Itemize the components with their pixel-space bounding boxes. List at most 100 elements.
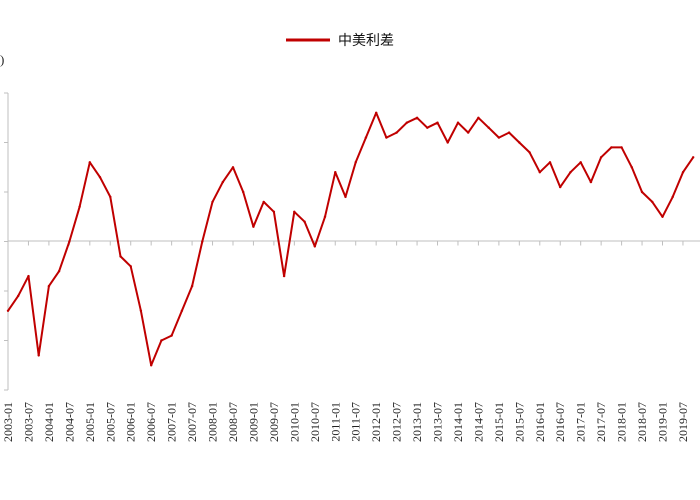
x-tick-label: 2017-01 bbox=[574, 402, 588, 442]
x-tick-label: 2014-01 bbox=[451, 402, 465, 442]
series-point bbox=[681, 171, 685, 174]
x-tick-label: 2010-01 bbox=[287, 402, 301, 442]
series-point bbox=[160, 339, 163, 342]
series-point bbox=[497, 136, 501, 139]
y-axis-label-fragment: ) bbox=[0, 52, 4, 67]
series-points bbox=[6, 111, 695, 367]
series-point bbox=[231, 166, 235, 169]
series-point bbox=[415, 116, 419, 120]
series-point bbox=[313, 245, 316, 248]
series-point bbox=[262, 200, 265, 204]
series-point bbox=[98, 176, 102, 179]
series-point bbox=[640, 190, 644, 194]
x-tick-label: 2012-01 bbox=[369, 402, 383, 442]
series-point bbox=[426, 126, 429, 129]
x-tick-label: 2013-07 bbox=[431, 402, 445, 442]
x-tick-label: 2014-07 bbox=[471, 402, 485, 442]
series-point bbox=[528, 151, 531, 154]
series-point bbox=[47, 284, 51, 288]
x-tick-label: 2010-07 bbox=[308, 402, 322, 442]
x-tick-label: 2011-07 bbox=[349, 402, 363, 442]
series-point bbox=[651, 200, 654, 204]
x-tick-label: 2008-07 bbox=[226, 402, 240, 442]
x-tick-label: 2019-07 bbox=[676, 402, 690, 442]
x-tick-label: 2017-07 bbox=[594, 402, 608, 442]
x-tick-label: 2018-07 bbox=[635, 402, 649, 442]
series-point bbox=[354, 161, 357, 164]
x-tick-label: 2012-07 bbox=[390, 402, 404, 442]
series-point bbox=[661, 215, 664, 218]
series-point bbox=[293, 210, 296, 213]
x-tick-label: 2003-01 bbox=[1, 402, 15, 442]
x-axis-ticks bbox=[7, 241, 684, 246]
series-point bbox=[27, 274, 30, 278]
series-point bbox=[630, 166, 633, 169]
series-point bbox=[518, 141, 521, 144]
series-point bbox=[221, 180, 224, 184]
series-point bbox=[487, 126, 490, 129]
series-point bbox=[405, 121, 408, 124]
series-point bbox=[170, 334, 173, 337]
series-point bbox=[190, 284, 194, 288]
series-point bbox=[599, 156, 603, 159]
series-point bbox=[456, 121, 460, 124]
series-point bbox=[507, 131, 511, 134]
series-point bbox=[129, 265, 132, 268]
series-point bbox=[538, 171, 541, 174]
series-point bbox=[692, 156, 695, 159]
series-point bbox=[119, 255, 122, 258]
series-point bbox=[548, 161, 552, 164]
x-tick-label: 2015-07 bbox=[512, 402, 526, 442]
x-tick-label: 2016-07 bbox=[553, 402, 567, 442]
series-point bbox=[150, 364, 153, 367]
series-point bbox=[303, 220, 306, 223]
x-tick-label: 2005-07 bbox=[103, 402, 117, 442]
series-point bbox=[436, 121, 439, 124]
x-tick-label: 2018-01 bbox=[615, 402, 629, 442]
x-tick-label: 2007-07 bbox=[185, 402, 199, 442]
series-point bbox=[395, 131, 398, 134]
series-point bbox=[344, 195, 347, 199]
series-point bbox=[364, 136, 368, 139]
x-tick-label: 2007-01 bbox=[165, 402, 179, 442]
series-point bbox=[211, 200, 214, 204]
series-point bbox=[620, 146, 623, 149]
series-point bbox=[88, 161, 92, 164]
x-tick-label: 2003-07 bbox=[21, 402, 35, 442]
x-tick-label: 2004-01 bbox=[42, 402, 56, 442]
x-tick-label: 2005-01 bbox=[83, 402, 97, 442]
series-point bbox=[282, 274, 286, 278]
series-point bbox=[57, 270, 61, 273]
x-tick-label: 2006-01 bbox=[124, 402, 138, 442]
series-point bbox=[68, 240, 71, 243]
y-axis-ticks bbox=[4, 92, 8, 391]
series-point bbox=[579, 161, 582, 164]
series-line-zhongmei-lica bbox=[7, 111, 695, 367]
series-point bbox=[334, 171, 337, 174]
series-point bbox=[375, 111, 378, 115]
series-point bbox=[109, 195, 112, 199]
series-point bbox=[559, 185, 562, 189]
series-point bbox=[323, 215, 327, 218]
series-point bbox=[17, 294, 20, 298]
series-point bbox=[610, 146, 613, 149]
series-point bbox=[37, 354, 40, 357]
series-point bbox=[180, 309, 184, 312]
series-point bbox=[242, 190, 245, 194]
x-tick-label: 2013-01 bbox=[410, 402, 424, 442]
series-point bbox=[446, 141, 449, 144]
legend-label: 中美利差 bbox=[338, 33, 394, 49]
x-tick-label: 2009-07 bbox=[267, 402, 281, 442]
series-point bbox=[6, 309, 10, 312]
x-tick-label: 2015-01 bbox=[492, 402, 506, 442]
series-point bbox=[589, 180, 593, 184]
x-tick-label: 2006-07 bbox=[144, 402, 158, 442]
x-tick-label: 2011-01 bbox=[328, 402, 342, 442]
series-point bbox=[252, 225, 255, 228]
series-point bbox=[569, 171, 572, 174]
series-point bbox=[139, 309, 143, 312]
series-point bbox=[201, 240, 204, 243]
x-tick-label: 2004-07 bbox=[62, 402, 76, 442]
x-tick-label: 2016-01 bbox=[533, 402, 547, 442]
